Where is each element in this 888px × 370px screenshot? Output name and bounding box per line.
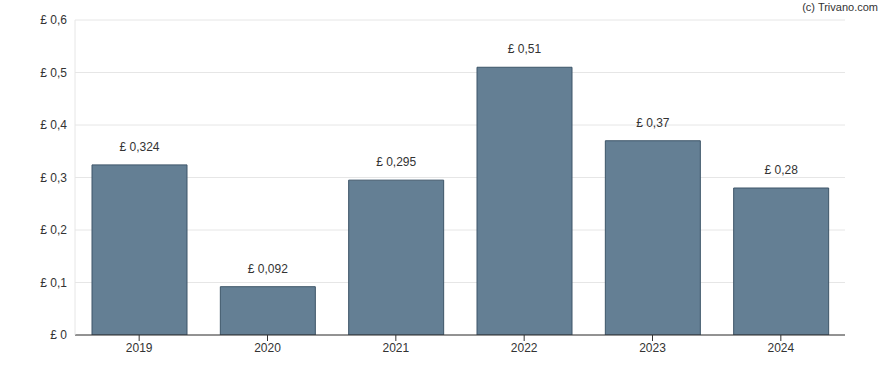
svg-text:£ 0,28: £ 0,28 xyxy=(764,163,798,177)
svg-text:£ 0,6: £ 0,6 xyxy=(40,13,67,27)
svg-text:£ 0,3: £ 0,3 xyxy=(40,171,67,185)
html-text:(c) Trivano.com: (c) Trivano.com xyxy=(802,1,878,13)
svg-text:£ 0,092: £ 0,092 xyxy=(248,262,288,276)
svg-text:2023: 2023 xyxy=(639,341,666,355)
svg-text:£ 0: £ 0 xyxy=(50,328,67,342)
svg-text:£ 0,5: £ 0,5 xyxy=(40,66,67,80)
svg-text:2024: 2024 xyxy=(767,341,794,355)
svg-text:£ 0,1: £ 0,1 xyxy=(40,276,67,290)
svg-text:2020: 2020 xyxy=(254,341,281,355)
svg-text:2022: 2022 xyxy=(511,341,538,355)
svg-text:£ 0,4: £ 0,4 xyxy=(40,118,67,132)
svg-text:£ 0,295: £ 0,295 xyxy=(376,155,416,169)
svg-text:2019: 2019 xyxy=(126,341,153,355)
svg-text:£ 0,51: £ 0,51 xyxy=(508,42,542,56)
svg-text:£ 0,324: £ 0,324 xyxy=(119,140,159,154)
svg-text:£ 0,37: £ 0,37 xyxy=(636,116,670,130)
svg-text:2021: 2021 xyxy=(382,341,409,355)
svg-text:£ 0,2: £ 0,2 xyxy=(40,223,67,237)
